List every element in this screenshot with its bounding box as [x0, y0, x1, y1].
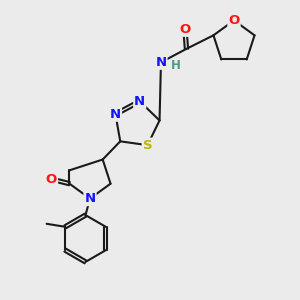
Text: S: S	[143, 139, 152, 152]
Text: O: O	[228, 14, 240, 27]
Text: N: N	[110, 108, 121, 121]
Text: N: N	[84, 192, 96, 205]
Text: H: H	[171, 59, 180, 72]
Text: O: O	[46, 173, 57, 186]
Text: N: N	[134, 95, 145, 108]
Text: O: O	[179, 23, 191, 36]
Text: N: N	[155, 56, 167, 69]
